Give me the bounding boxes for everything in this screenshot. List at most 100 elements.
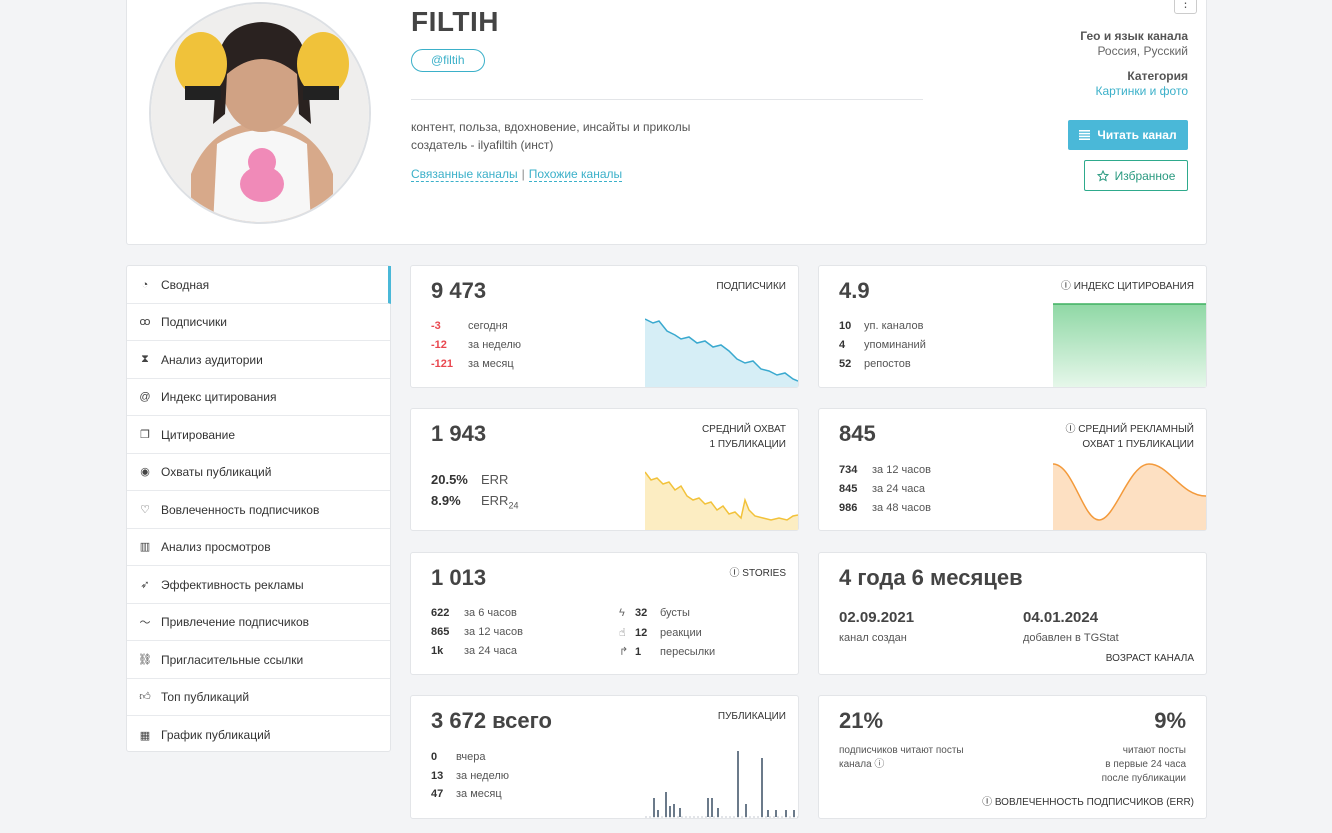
engagement-title: ⓘ ВОВЛЕЧЕННОСТЬ ПОДПИСЧИКОВ (ERR) xyxy=(982,797,1194,808)
more-menu-button[interactable]: ⋮ xyxy=(1174,0,1197,14)
engagement-left-caption: подписчиков читают посты канала ⓘ xyxy=(839,745,964,770)
created-date: 02.09.2021 xyxy=(839,609,915,626)
reactions-value: 12 xyxy=(635,627,648,639)
thumbs-up-icon: 👍︎ xyxy=(139,691,151,703)
channel-links: Связанные каналы | Похожие каналы xyxy=(411,167,623,182)
ad-reach-card[interactable]: 845 ⓘ СРЕДНИЙ РЕКЛАМНЫЙ ОХВАТ 1 ПУБЛИКАЦИ… xyxy=(818,408,1207,531)
sidebar-item-reach[interactable]: ◉ Охваты публикаций xyxy=(127,453,390,491)
sidebar-item-label: Анализ просмотров xyxy=(161,539,271,554)
sidebar-item-engagement[interactable]: ♡ Вовлеченность подписчиков xyxy=(127,491,390,529)
avg-reach-title: СРЕДНИЙ ОХВАТ 1 ПУБЛИКАЦИИ xyxy=(701,424,786,450)
lightning-icon: ϟ xyxy=(619,607,625,619)
posts-bar-chart xyxy=(645,751,798,818)
sidebar-item-top-posts[interactable]: 👍︎ Топ публикаций xyxy=(127,678,390,716)
related-channels-link[interactable]: Связанные каналы xyxy=(411,167,518,182)
subscribers-today-value: -3 xyxy=(431,320,441,332)
channel-age-value: 4 года 6 месяцев xyxy=(839,565,1023,590)
sidebar-item-summary[interactable]: ◔ Сводная xyxy=(127,266,391,304)
citation-mentions-value: 4 xyxy=(839,339,846,351)
created-label: канал создан xyxy=(839,632,907,644)
info-icon: ⓘ xyxy=(1065,424,1079,435)
info-icon: ⓘ xyxy=(874,759,885,770)
channel-handle-badge[interactable]: @filtih xyxy=(411,49,485,72)
posts-month-label: за месяц xyxy=(456,788,502,800)
avg-reach-sparkline xyxy=(645,471,798,530)
avg-reach-value: 1 943 xyxy=(431,421,487,446)
favorite-label: Избранное xyxy=(1114,168,1176,183)
subscribers-count: 9 473 xyxy=(431,278,487,303)
citation-sparkline xyxy=(1053,303,1206,387)
info-icon: ⓘ xyxy=(729,568,743,579)
info-icon: ⓘ xyxy=(1060,281,1074,292)
engagement-right-caption: читают посты в первые 24 часа после публик… xyxy=(1101,745,1186,784)
users-icon: ꝏ xyxy=(139,316,151,328)
forward-icon: ↱ xyxy=(619,646,629,658)
sidebar-item-label: Эффективность рекламы xyxy=(161,577,304,592)
favorite-button[interactable]: Избранное xyxy=(1084,160,1188,191)
sidebar-item-citations[interactable]: ❐ Цитирование xyxy=(127,416,390,454)
sidebar-item-label: Анализ аудитории xyxy=(161,352,263,367)
err-label: ERR xyxy=(481,472,509,487)
posts-card[interactable]: 3 672 всего ПУБЛИКАЦИИ 0 вчера 13 за недел… xyxy=(410,695,799,819)
bar-chart-icon: ▥ xyxy=(139,541,151,553)
stories-card[interactable]: 1 013 ⓘ STORIES 622 за 6 часов 865 за 12 ч… xyxy=(410,552,799,675)
ad-reach-48h-label: за 48 часов xyxy=(872,502,931,514)
citation-index-value: 4.9 xyxy=(839,278,870,303)
sidebar-item-label: Цитирование xyxy=(161,427,236,442)
stories-title: ⓘ STORIES xyxy=(729,568,787,579)
citation-index-card[interactable]: 4.9 ⓘ ИНДЕКС ЦИТИРОВАНИЯ 10 уп. каналов 4… xyxy=(818,265,1207,388)
sidebar-item-invite-links[interactable]: ⛓ Пригласительные ссылки xyxy=(127,641,390,679)
channel-avatar xyxy=(149,2,371,224)
sidebar-item-citation-index[interactable]: @ Индекс цитирования xyxy=(127,378,390,416)
channel-age-title: ВОЗРАСТ КАНАЛА xyxy=(1105,653,1194,664)
sidebar-item-label: Привлечение подписчиков xyxy=(161,614,310,629)
sidebar-item-label: Вовлеченность подписчиков xyxy=(161,502,320,517)
subscribers-month-label: за месяц xyxy=(468,358,514,370)
channel-age-card: 4 года 6 месяцев 02.09.2021 канал создан… xyxy=(818,552,1207,675)
channel-description-line2: создатель - ilyafiltih (инст) xyxy=(411,138,554,152)
sidebar-item-acquisition[interactable]: 〜 Привлечение подписчиков xyxy=(127,603,390,641)
subscribers-sparkline xyxy=(645,318,798,387)
sidebar-item-ad-efficiency[interactable]: ➶ Эффективность рекламы xyxy=(127,566,390,604)
ad-reach-24h-value: 845 xyxy=(839,483,858,495)
hourglass-icon: ⧗ xyxy=(141,353,149,365)
stories-value: 1 013 xyxy=(431,565,487,590)
engagement-card[interactable]: 21% 9% подписчиков читают посты канала ⓘ … xyxy=(818,695,1207,819)
citation-reposts-label: репостов xyxy=(864,358,911,370)
ad-reach-title: ⓘ СРЕДНИЙ РЕКЛАМНЫЙ ОХВАТ 1 ПУБЛИКАЦИИ xyxy=(1065,424,1194,450)
sidebar-item-subscribers[interactable]: ꝏ Подписчики xyxy=(127,303,390,341)
dashboard-icon: ◔ xyxy=(141,278,149,291)
geo-value: Россия, Русский xyxy=(1097,44,1188,58)
similar-channels-link[interactable]: Похожие каналы xyxy=(528,167,623,182)
sidebar-item-audience[interactable]: ⧗ Анализ аудитории xyxy=(127,341,390,379)
posts-yesterday-value: 0 xyxy=(431,751,438,763)
err24-value: 8.9% xyxy=(431,493,461,508)
sidebar-item-label: Топ публикаций xyxy=(161,689,250,704)
calendar-icon: ▦ xyxy=(139,729,151,742)
header-divider xyxy=(411,99,923,100)
category-label: Категория xyxy=(1127,69,1188,83)
sidebar-item-label: Индекс цитирования xyxy=(161,389,277,404)
citation-index-title: ⓘ ИНДЕКС ЦИТИРОВАНИЯ xyxy=(1060,281,1194,292)
stories-12h-value: 865 xyxy=(431,626,450,638)
link-icon: ⛓ xyxy=(138,654,152,666)
trend-icon: 〜 xyxy=(139,616,151,629)
avg-reach-card[interactable]: 1 943 СРЕДНИЙ ОХВАТ 1 ПУБЛИКАЦИИ 20.5% ERR… xyxy=(410,408,799,531)
ad-reach-12h-value: 734 xyxy=(839,464,858,476)
stories-24h-value: 1k xyxy=(431,645,444,657)
channel-description-line1: контент, польза, вдохновение, инсайты и … xyxy=(411,120,691,134)
sidebar-item-label: Пригласительные ссылки xyxy=(161,652,304,667)
forwards-value: 1 xyxy=(635,646,642,658)
added-date: 04.01.2024 xyxy=(1023,609,1099,626)
posts-yesterday-label: вчера xyxy=(456,751,486,763)
ad-reach-24h-label: за 24 часа xyxy=(872,483,925,495)
sidebar-item-views[interactable]: ▥ Анализ просмотров xyxy=(127,528,390,566)
channel-header: FILTIH @filtih контент, польза, вдохнове… xyxy=(126,0,1207,245)
category-link[interactable]: Картинки и фото xyxy=(1095,84,1188,98)
citation-channels-label: уп. каналов xyxy=(864,320,924,332)
posts-week-value: 13 xyxy=(431,770,444,782)
read-channel-button[interactable]: Читать канал xyxy=(1068,120,1188,150)
eye-icon: ◉ xyxy=(140,466,150,478)
sidebar-item-schedule[interactable]: ▦ График публикаций xyxy=(127,716,390,754)
subscribers-card[interactable]: 9 473 ПОДПИСЧИКИ -3 сегодня -12 за неделю … xyxy=(410,265,799,388)
